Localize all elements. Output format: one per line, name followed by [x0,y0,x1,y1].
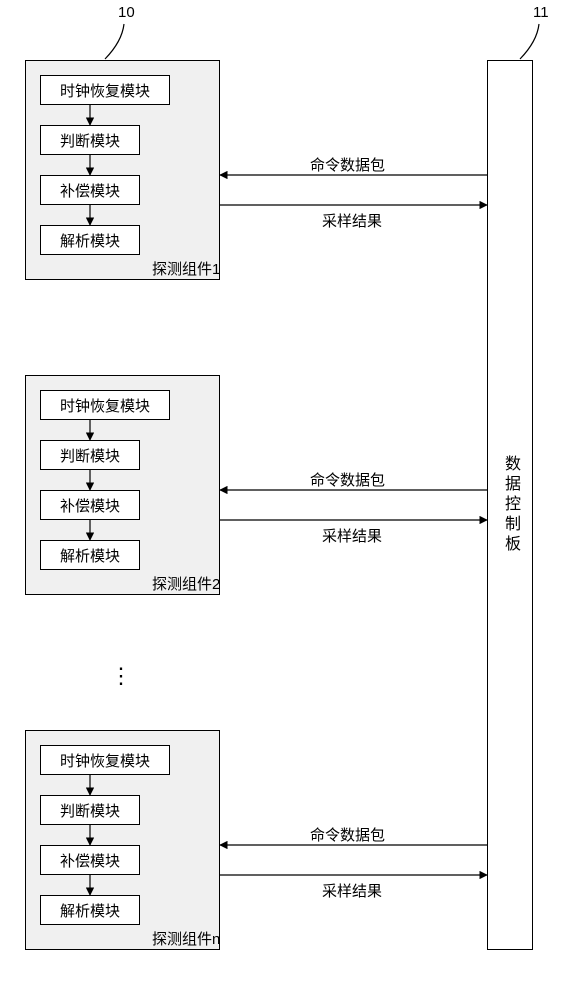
ellipsis: ⋮ [110,665,132,687]
ref-10: 10 [118,4,135,21]
module-box: 时钟恢复模块 [40,75,170,105]
result-label: 采样结果 [322,880,382,901]
module-box: 判断模块 [40,440,140,470]
module-box: 解析模块 [40,225,140,255]
diagram-canvas: 1011数据控制板时钟恢复模块判断模块补偿模块解析模块探测组件1命令数据包采样结… [0,0,569,1000]
controller-box: 数据控制板 [487,60,533,950]
ref-11: 11 [533,4,549,21]
cmd-label: 命令数据包 [310,154,385,175]
component-title: 探测组件2 [152,573,220,594]
cmd-label: 命令数据包 [310,824,385,845]
leader-11 [520,24,539,59]
module-box: 补偿模块 [40,845,140,875]
module-box: 判断模块 [40,125,140,155]
module-box: 解析模块 [40,895,140,925]
cmd-label: 命令数据包 [310,469,385,490]
module-box: 时钟恢复模块 [40,745,170,775]
module-box: 补偿模块 [40,175,140,205]
module-box: 解析模块 [40,540,140,570]
module-box: 补偿模块 [40,490,140,520]
module-box: 时钟恢复模块 [40,390,170,420]
component-title: 探测组件1 [152,258,220,279]
result-label: 采样结果 [322,210,382,231]
module-box: 判断模块 [40,795,140,825]
leader-10 [105,24,124,59]
component-title: 探测组件n [152,928,220,949]
result-label: 采样结果 [322,525,382,546]
